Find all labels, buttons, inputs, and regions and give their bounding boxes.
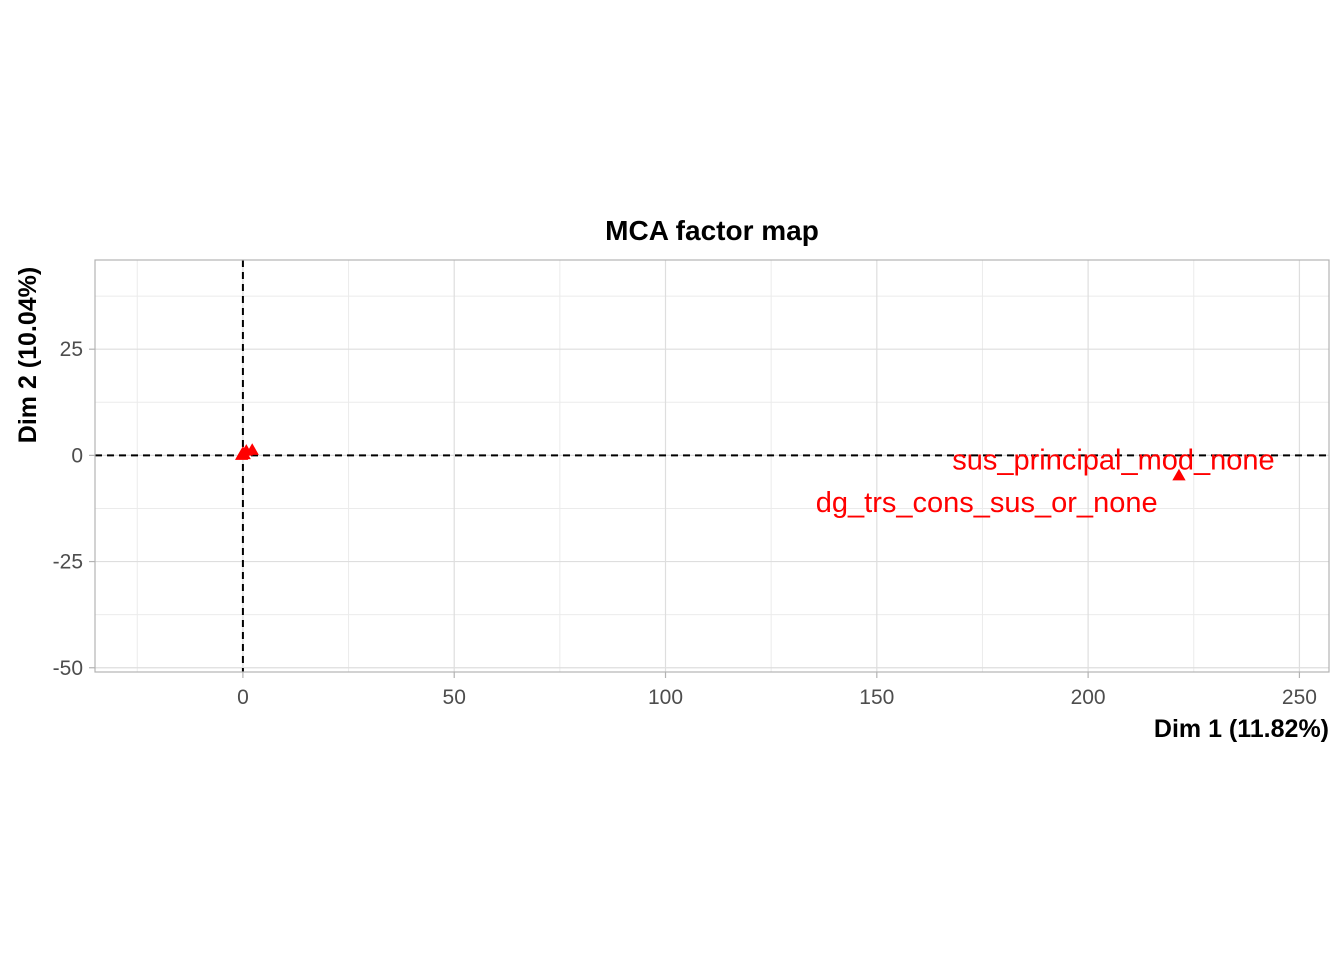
x-axis-title: Dim 1 (11.82%) xyxy=(1154,715,1329,743)
y-tick-label: -50 xyxy=(53,657,83,680)
minor-gridlines xyxy=(95,260,1329,672)
x-tick-label: 50 xyxy=(443,686,466,709)
panel-background xyxy=(95,260,1329,672)
point-labels: sus_principal_mod_none dg_trs_cons_sus_or… xyxy=(816,445,1275,519)
x-tick-label: 200 xyxy=(1071,686,1106,709)
data-points xyxy=(234,443,1186,481)
data-point-triangle xyxy=(234,448,249,460)
point-label: sus_principal_mod_none xyxy=(952,445,1274,477)
x-tick-label: 150 xyxy=(859,686,894,709)
data-point-triangle xyxy=(1172,468,1186,481)
x-tick-label: 250 xyxy=(1282,686,1317,709)
x-axis-ticks: 0 50 100 150 200 250 xyxy=(237,672,1317,709)
y-tick-label: 0 xyxy=(71,444,83,467)
panel-border xyxy=(94,259,1330,673)
reference-lines xyxy=(95,260,1329,672)
chart-title: MCA factor map xyxy=(605,215,819,246)
y-axis-ticks: -50 -25 0 25 xyxy=(53,338,95,680)
point-label: dg_trs_cons_sus_or_none xyxy=(816,487,1158,519)
x-tick-label: 100 xyxy=(648,686,683,709)
x-tick-label: 0 xyxy=(237,686,249,709)
plot-area: sus_principal_mod_none dg_trs_cons_sus_or… xyxy=(94,259,1330,673)
data-point-triangle xyxy=(245,443,259,455)
y-axis-title: Dim 2 (10.04%) xyxy=(14,267,42,443)
y-tick-label: 25 xyxy=(60,338,83,361)
y-tick-label: -25 xyxy=(53,551,83,574)
